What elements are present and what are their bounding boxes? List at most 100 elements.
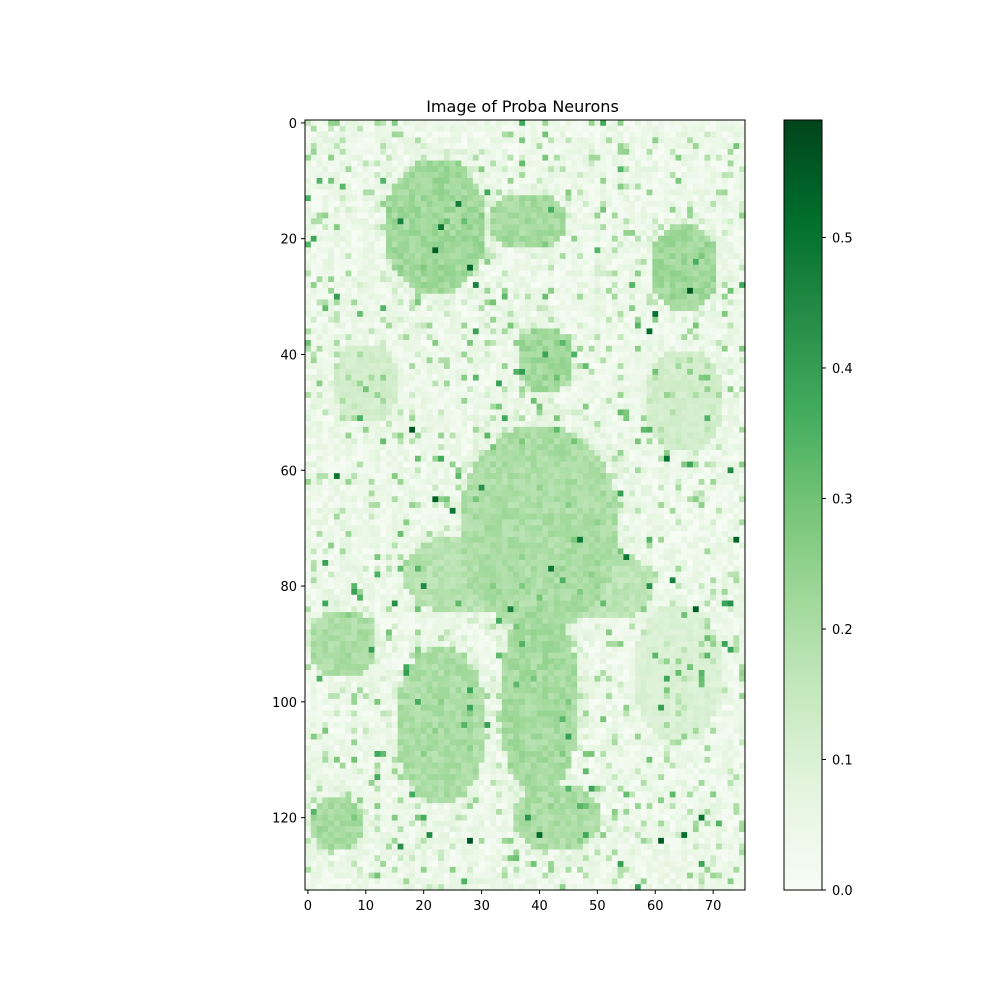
- heatmap-cell: [397, 189, 404, 196]
- heatmap-cell: [681, 467, 688, 474]
- heatmap-cell: [687, 340, 694, 347]
- heatmap-cell: [548, 363, 555, 370]
- heatmap-cell: [716, 148, 723, 156]
- heatmap-cell: [420, 287, 427, 295]
- heatmap-cell: [525, 154, 532, 161]
- heatmap-cell: [669, 438, 676, 445]
- heatmap-cell: [461, 351, 468, 358]
- heatmap-cell: [536, 230, 543, 237]
- heatmap-cell: [548, 148, 555, 156]
- heatmap-cell: [310, 293, 317, 300]
- heatmap-cell: [536, 478, 543, 486]
- heatmap-cell: [600, 392, 607, 399]
- heatmap-cell: [687, 287, 694, 295]
- heatmap-cell: [553, 461, 561, 468]
- heatmap-cell: [443, 421, 451, 428]
- heatmap-cell: [687, 201, 694, 208]
- heatmap-cell: [455, 212, 462, 219]
- heatmap-cell: [328, 258, 335, 266]
- heatmap-cell: [716, 357, 723, 364]
- heatmap-cell: [727, 345, 734, 352]
- heatmap-cell: [652, 461, 659, 468]
- heatmap-cell: [542, 305, 549, 312]
- heatmap-cell: [663, 340, 671, 347]
- heatmap-cell: [420, 154, 427, 161]
- heatmap-cell: [333, 392, 341, 399]
- heatmap-cell: [351, 206, 358, 214]
- heatmap-cell: [733, 426, 740, 434]
- heatmap-cell: [640, 340, 647, 347]
- heatmap-cell: [600, 160, 607, 167]
- heatmap-cell: [594, 172, 601, 179]
- heatmap-cell: [438, 212, 445, 219]
- heatmap-cell: [467, 270, 474, 277]
- heatmap-cell: [640, 328, 647, 335]
- heatmap-cell: [305, 490, 312, 497]
- heatmap-cell: [710, 235, 717, 242]
- heatmap-cell: [449, 293, 456, 300]
- heatmap-cell: [333, 148, 341, 156]
- heatmap-cell: [310, 467, 317, 474]
- heatmap-cell: [449, 258, 456, 266]
- heatmap-cell: [310, 473, 317, 480]
- heatmap-cell: [530, 403, 537, 410]
- heatmap-cell: [322, 131, 329, 138]
- heatmap-cell: [397, 172, 404, 179]
- heatmap-cell: [519, 421, 526, 428]
- heatmap-cell: [635, 368, 642, 376]
- heatmap-cell: [646, 154, 653, 161]
- heatmap-cell: [600, 351, 607, 358]
- heatmap-cell: [472, 450, 480, 457]
- heatmap-cell: [501, 230, 509, 237]
- heatmap-cell: [721, 299, 729, 306]
- heatmap-cell: [542, 293, 549, 300]
- heatmap-cell: [461, 421, 468, 428]
- heatmap-cell: [472, 201, 480, 208]
- heatmap-cell: [461, 473, 468, 480]
- heatmap-cell: [530, 299, 537, 306]
- heatmap-cell: [467, 409, 474, 416]
- heatmap-cell: [467, 392, 474, 399]
- heatmap-cell: [316, 276, 323, 283]
- heatmap-cell: [536, 403, 543, 410]
- heatmap-cell: [582, 374, 590, 381]
- heatmap-cell: [542, 316, 549, 324]
- heatmap-cell: [484, 212, 491, 219]
- heatmap-cell: [704, 397, 711, 405]
- heatmap-cell: [652, 478, 659, 486]
- heatmap-cell: [490, 230, 497, 237]
- heatmap-cell: [548, 154, 555, 161]
- heatmap-cell: [339, 357, 346, 364]
- heatmap-cell: [582, 409, 590, 416]
- heatmap-cell: [600, 293, 607, 300]
- heatmap-cell: [478, 148, 485, 156]
- heatmap-cell: [455, 316, 462, 324]
- heatmap-cell: [652, 368, 659, 376]
- heatmap-cell: [328, 444, 335, 451]
- heatmap-cell: [687, 438, 694, 445]
- heatmap-cell: [409, 230, 416, 237]
- heatmap-cell: [710, 131, 717, 138]
- heatmap-cell: [513, 409, 520, 416]
- heatmap-cell: [391, 409, 399, 416]
- heatmap-cell: [374, 363, 381, 370]
- heatmap-cell: [328, 334, 335, 341]
- heatmap-cell: [716, 137, 723, 144]
- heatmap-cell: [339, 392, 346, 399]
- heatmap-cell: [588, 293, 595, 300]
- heatmap-cell: [443, 235, 451, 242]
- heatmap-cell: [577, 195, 584, 202]
- heatmap-cell: [739, 386, 746, 393]
- heatmap-cell: [490, 380, 497, 387]
- heatmap-cell: [374, 166, 381, 173]
- heatmap-cell: [386, 166, 393, 173]
- heatmap-cell: [559, 473, 566, 480]
- heatmap-cell: [438, 351, 445, 358]
- heatmap-cell: [646, 484, 653, 491]
- heatmap-cell: [739, 334, 746, 341]
- heatmap-cell: [611, 201, 619, 208]
- heatmap-cell: [600, 484, 607, 491]
- heatmap-cell: [733, 397, 740, 405]
- heatmap-cell: [582, 432, 590, 439]
- heatmap-cell: [409, 201, 416, 208]
